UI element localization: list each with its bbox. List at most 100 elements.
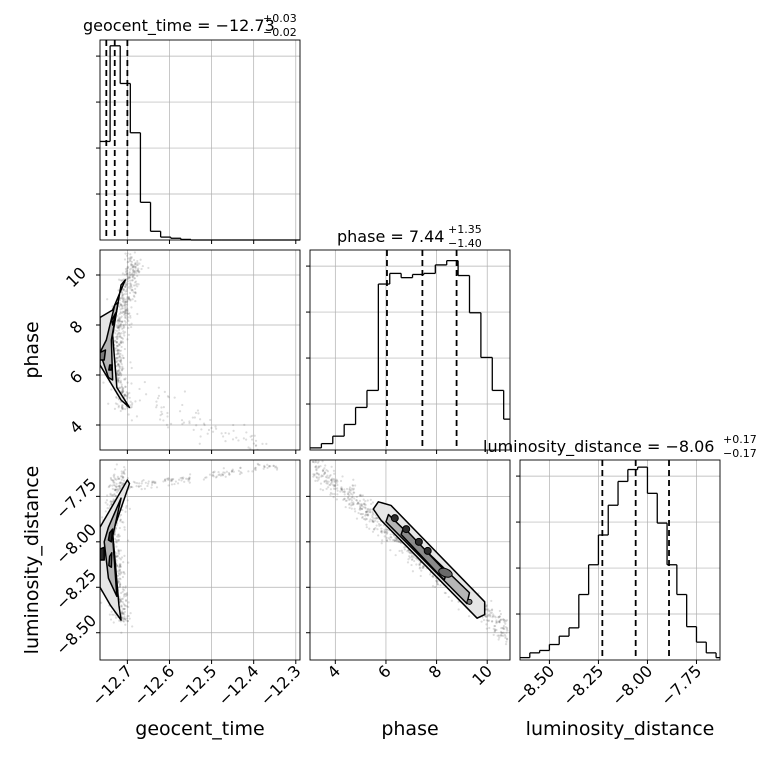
scatter-point bbox=[131, 273, 134, 276]
panel-luminosity_distance-hist: −8.50 −8.25 −8.00 −7.75 bbox=[510, 459, 721, 709]
scatter-point bbox=[123, 528, 126, 531]
scatter-point bbox=[123, 613, 126, 616]
scatter-point bbox=[130, 306, 133, 309]
scatter-point bbox=[347, 497, 350, 500]
scatter-point bbox=[129, 260, 132, 263]
scatter-point bbox=[119, 334, 122, 338]
scatter-point bbox=[333, 484, 336, 487]
scatter-point bbox=[129, 256, 132, 259]
scatter-point bbox=[180, 476, 184, 479]
scatter-point bbox=[127, 260, 130, 263]
scatter-point bbox=[415, 563, 418, 566]
scatter-point bbox=[122, 393, 126, 396]
scatter-point bbox=[487, 608, 490, 611]
scatter-point bbox=[126, 392, 129, 395]
phase-vs-geocent_time-ytick-label: 4 bbox=[66, 417, 87, 438]
scatter-point bbox=[343, 497, 346, 500]
scatter-point bbox=[314, 479, 317, 482]
scatter-point bbox=[393, 538, 396, 541]
scatter-point bbox=[119, 349, 123, 352]
scatter-point bbox=[137, 270, 140, 273]
scatter-point bbox=[118, 485, 121, 488]
scatter-point bbox=[224, 431, 227, 435]
scatter-point bbox=[125, 314, 128, 317]
scatter-point bbox=[238, 472, 242, 476]
scatter-point bbox=[353, 491, 356, 494]
scatter-point bbox=[138, 270, 141, 273]
scatter-point bbox=[115, 564, 119, 567]
scatter-point bbox=[170, 483, 174, 486]
scatter-point bbox=[117, 550, 120, 553]
scatter-point bbox=[363, 503, 366, 506]
scatter-point bbox=[333, 480, 336, 483]
scatter-point bbox=[100, 601, 103, 604]
scatter-point bbox=[135, 263, 138, 267]
scatter-point bbox=[321, 460, 324, 463]
scatter-point bbox=[386, 528, 389, 531]
scatter-point bbox=[500, 633, 503, 636]
scatter-point bbox=[124, 385, 127, 388]
scatter-point bbox=[125, 309, 128, 312]
scatter-point bbox=[503, 627, 506, 631]
scatter-point bbox=[116, 356, 119, 360]
scatter-point bbox=[254, 439, 258, 442]
scatter-point bbox=[124, 303, 127, 306]
scatter-point bbox=[262, 467, 265, 470]
scatter-point bbox=[115, 329, 118, 332]
scatter-point bbox=[117, 538, 121, 542]
scatter-point bbox=[118, 572, 121, 575]
scatter-point bbox=[118, 386, 121, 389]
scatter-point bbox=[131, 265, 135, 269]
scatter-point bbox=[212, 475, 215, 478]
scatter-point bbox=[431, 585, 435, 588]
scatter-point bbox=[122, 571, 126, 574]
scatter-point bbox=[119, 303, 122, 306]
scatter-point bbox=[117, 379, 120, 382]
scatter-point bbox=[334, 485, 337, 488]
scatter-point bbox=[123, 393, 126, 397]
scatter-point bbox=[254, 466, 257, 470]
scatter-point bbox=[274, 466, 277, 469]
scatter-point bbox=[128, 273, 131, 277]
scatter-point bbox=[398, 549, 401, 553]
scatter-point bbox=[127, 312, 130, 315]
scatter-point bbox=[117, 406, 120, 409]
scatter-point bbox=[215, 427, 218, 430]
scatter-point bbox=[240, 471, 243, 475]
scatter-point bbox=[123, 593, 126, 596]
scatter-point bbox=[116, 333, 119, 336]
scatter-point bbox=[486, 615, 489, 618]
scatter-point bbox=[127, 561, 130, 564]
scatter-point bbox=[350, 489, 353, 492]
contour-inner bbox=[108, 551, 113, 569]
scatter-point bbox=[119, 358, 123, 362]
scatter-point bbox=[117, 485, 120, 488]
scatter-point bbox=[114, 527, 118, 530]
scatter-point bbox=[378, 524, 381, 527]
scatter-point bbox=[321, 457, 323, 459]
scatter-point bbox=[120, 320, 123, 323]
scatter-point bbox=[220, 473, 224, 476]
scatter-point bbox=[457, 608, 460, 611]
scatter-point bbox=[138, 387, 141, 391]
scatter-point bbox=[322, 456, 324, 458]
scatter-point bbox=[119, 304, 122, 307]
scatter-point bbox=[114, 353, 118, 356]
scatter-point bbox=[113, 483, 116, 487]
scatter-point bbox=[210, 426, 213, 430]
scatter-point bbox=[376, 528, 379, 531]
scatter-point bbox=[118, 320, 122, 323]
panel-phase-vs-geocent_time: 4 6 8 10 bbox=[62, 249, 301, 454]
scatter-point bbox=[364, 511, 368, 514]
scatter-point bbox=[167, 478, 170, 482]
scatter-point bbox=[119, 563, 122, 566]
scatter-point bbox=[113, 407, 117, 410]
luminosity_distance-vs-geocent_time-xtick-label: −12.5 bbox=[172, 661, 220, 709]
scatter-point bbox=[504, 620, 508, 623]
scatter-point bbox=[318, 476, 321, 479]
scatter-point bbox=[124, 316, 128, 320]
scatter-point bbox=[125, 605, 128, 608]
scatter-point bbox=[121, 475, 125, 479]
scatter-point bbox=[501, 618, 505, 621]
scatter-point bbox=[163, 390, 166, 393]
